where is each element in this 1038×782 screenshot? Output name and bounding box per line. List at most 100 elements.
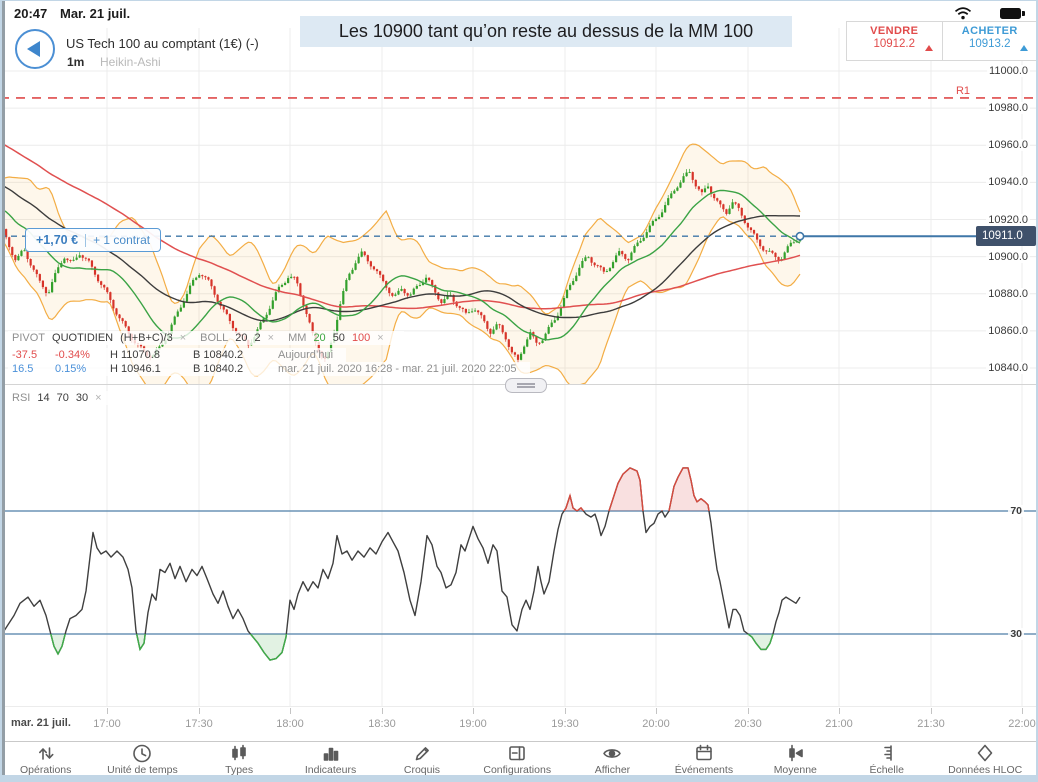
mm100-line — [0, 141, 801, 310]
time-tick-label: 21:30 — [917, 718, 945, 730]
clock-icon — [131, 742, 153, 764]
pivot-close-icon[interactable]: × — [179, 332, 187, 344]
toolbar-item-label: Croquis — [403, 764, 441, 776]
rsi-indicator-legend: RSI 14 70 30 × — [8, 391, 122, 405]
device-frame-right — [1036, 0, 1038, 782]
session-change: -37.5 — [12, 349, 38, 361]
range-change-pct: 0.15% — [55, 363, 87, 375]
sell-price: 10912.2 — [873, 38, 916, 50]
time-axis: mar. 21 juil. 17:00 17:30 18:00 18:30 19:00 1… — [0, 706, 1038, 742]
pivot-indicator-name[interactable]: PIVOT — [12, 332, 46, 344]
toolbar-item-croquis[interactable]: Croquis — [392, 742, 452, 776]
boll-indicator-name[interactable]: BOLL — [200, 332, 229, 344]
mm-close-icon[interactable]: × — [377, 332, 384, 344]
rsi-param-upper[interactable]: 70 — [56, 392, 69, 404]
toolbar-item-evenements[interactable]: Événements — [674, 742, 734, 776]
toolbar-item-echelle[interactable]: Échelle — [857, 742, 917, 776]
range-stats-row: 16.5 0.15% H 10946.1 B 10840.2 mar. 21 juil.… — [8, 362, 530, 376]
time-tickmark — [473, 708, 474, 714]
status-clock: 20:47 — [14, 6, 48, 21]
badge-divider — [85, 233, 87, 247]
time-tick-label: 19:00 — [459, 718, 487, 730]
pivot-indicator-formula[interactable]: (H+B+C)/3 — [120, 332, 173, 344]
time-tick-label: 22:00 — [1008, 718, 1036, 730]
sell-label: VENDRE — [870, 25, 919, 37]
price-tick-label: 10900.0 — [986, 250, 1030, 263]
toolbar-item-configurations[interactable]: Configurations — [483, 742, 551, 776]
toolbar-item-unite-de-temps[interactable]: Unité de temps — [107, 742, 178, 776]
rsi-param-period[interactable]: 14 — [37, 392, 50, 404]
open-position-badge[interactable]: +1,70 € + 1 contrat — [25, 228, 162, 252]
instrument-name[interactable]: US Tech 100 au comptant (1€) (-) — [66, 36, 259, 51]
buy-label: ACHETER — [961, 25, 1018, 37]
toolbar-item-afficher[interactable]: Afficher — [582, 742, 642, 776]
price-tick-label: 10880.0 — [986, 287, 1030, 300]
rsi-param-lower[interactable]: 30 — [75, 392, 89, 404]
range-period-label: mar. 21 juil. 2020 16:28 - mar. 21 juil.… — [278, 363, 517, 375]
toolbar-item-moyenne[interactable]: Moyenne — [765, 742, 825, 776]
boll-param-dev[interactable]: 2 — [254, 332, 261, 344]
back-button[interactable] — [15, 29, 55, 69]
sell-button[interactable]: VENDRE 10912.2 — [847, 22, 943, 60]
pane-resize-handle[interactable] — [505, 378, 547, 393]
calendar-icon — [693, 742, 715, 764]
range-change: 16.5 — [12, 363, 34, 375]
toolbar-item-label: Configurations — [483, 764, 552, 776]
mm-indicator-name[interactable]: MM — [288, 332, 307, 344]
device-frame-top — [0, 0, 1038, 1]
range-high: H 10946.1 — [110, 363, 161, 375]
mm20-line — [0, 189, 801, 341]
mm-param-50[interactable]: 50 — [332, 332, 345, 344]
time-tickmark — [748, 708, 749, 714]
toolbar-item-label: Événements — [674, 764, 734, 776]
buy-button[interactable]: ACHETER 10913.2 — [943, 22, 1038, 60]
deal-ticket: VENDRE 10912.2 ACHETER 10913.2 — [846, 21, 1038, 61]
buy-price: 10913.2 — [968, 38, 1011, 50]
time-tick-label: 17:00 — [93, 718, 121, 730]
price-tick-label: 10980.0 — [986, 102, 1030, 115]
position-size: + 1 contrat — [93, 233, 151, 247]
ruler-icon — [876, 742, 898, 764]
bar-chart-icon — [320, 742, 342, 764]
time-axis-date-chip: mar. 21 juil. — [8, 717, 74, 729]
rsi-close-icon[interactable]: × — [95, 392, 102, 404]
timeframe-label[interactable]: 1m — [67, 55, 85, 69]
device-frame-bottom — [0, 775, 1038, 782]
battery-icon — [1000, 8, 1025, 19]
toolbar-item-label: Opérations — [20, 764, 72, 776]
toolbar-item-donnees-hloc[interactable]: Données HLOC — [948, 742, 1022, 776]
toolbar-item-label: Moyenne — [773, 764, 817, 776]
mm-param-20[interactable]: 20 — [313, 332, 326, 344]
time-tickmark — [1022, 708, 1023, 714]
candles-icon — [228, 742, 250, 764]
device-frame-left-line — [2, 0, 5, 782]
rsi-line-overbought — [563, 467, 710, 511]
rsi-indicator-name[interactable]: RSI — [12, 392, 31, 404]
mm-param-100[interactable]: 100 — [351, 332, 371, 344]
time-tickmark — [382, 708, 383, 714]
toolbar-item-label: Données HLOC — [948, 764, 1023, 776]
bottom-toolbar: Opérations Unité de temps Types Indicateurs… — [0, 741, 1038, 776]
time-tickmark — [656, 708, 657, 714]
boll-close-icon[interactable]: × — [267, 332, 275, 344]
pivot-indicator-type[interactable]: QUOTIDIEN — [52, 332, 114, 344]
rsi-overbought-fill — [0, 467, 800, 511]
time-tickmark — [107, 708, 108, 714]
boll-param-period[interactable]: 20 — [235, 332, 248, 344]
toolbar-item-indicateurs[interactable]: Indicateurs — [301, 742, 361, 776]
session-stats-row: -37.5 -0.34% H 11070.8 B 10840.2 Aujourd’hui — [8, 348, 347, 362]
chart-annotation-banner: Les 10900 tant qu’on reste au dessus de … — [300, 16, 792, 47]
time-tick-label: 18:30 — [368, 718, 396, 730]
toolbar-item-operations[interactable]: Opérations — [16, 742, 76, 776]
diamond-icon — [974, 742, 996, 764]
toolbar-item-types[interactable]: Types — [209, 742, 269, 776]
time-tick-label: 20:00 — [642, 718, 670, 730]
time-tick-label: 19:30 — [551, 718, 579, 730]
main-price-pane — [0, 141, 802, 384]
bollinger-fill — [0, 144, 800, 384]
price-tick-label: 10840.0 — [986, 362, 1030, 374]
eye-icon — [601, 742, 623, 764]
price-tick-label: 10920.0 — [986, 213, 1030, 226]
